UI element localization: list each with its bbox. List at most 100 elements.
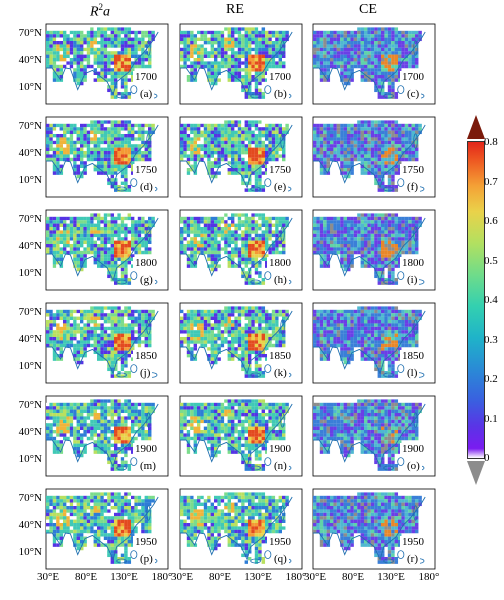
grid-cell: [100, 330, 104, 334]
grid-cell: [381, 61, 385, 65]
grid-cell: [107, 313, 111, 317]
grid-cell: [117, 213, 121, 217]
grid-cell: [282, 247, 286, 251]
grid-cell: [93, 320, 98, 324]
grid-cell: [330, 51, 334, 55]
grid-cell: [271, 330, 276, 334]
grid-cell: [333, 220, 337, 224]
grid-cell: [148, 154, 152, 158]
grid-cell: [367, 64, 371, 69]
grid-cell: [415, 220, 419, 224]
grid-cell: [180, 47, 184, 52]
grid-cell: [107, 213, 111, 217]
grid-cell: [367, 71, 371, 76]
map-panel: [312, 209, 436, 291]
grid-cell: [93, 34, 98, 38]
grid-cell: [241, 47, 245, 52]
grid-cell: [100, 64, 104, 69]
grid-cell: [384, 27, 388, 31]
grid-cell: [271, 233, 276, 238]
grid-cell: [343, 81, 348, 86]
grid-cell: [210, 340, 215, 344]
grid-cell: [258, 34, 262, 38]
grid-cell: [124, 185, 128, 189]
grid-cell: [381, 250, 385, 255]
grid-cell: [275, 337, 279, 341]
grid-cell: [141, 151, 145, 155]
grid-cell: [137, 37, 142, 42]
grid-cell: [384, 157, 388, 162]
grid-cell: [97, 161, 101, 165]
grid-cell: [190, 127, 194, 131]
grid-cell: [398, 130, 402, 135]
grid-cell: [200, 144, 204, 148]
grid-cell: [56, 333, 60, 338]
grid-cell: [59, 254, 64, 258]
grid-cell: [374, 54, 378, 59]
grid-cell: [319, 140, 324, 145]
grid-cell: [203, 51, 208, 55]
grid-cell: [248, 30, 252, 35]
grid-cell: [183, 233, 187, 238]
grid-cell: [404, 247, 409, 251]
grid-cell: [97, 130, 101, 135]
grid-cell: [411, 244, 416, 248]
grid-cell: [398, 78, 402, 82]
grid-cell: [137, 247, 142, 251]
grid-cell: [231, 68, 235, 72]
grid-cell: [364, 130, 368, 135]
grid-cell: [52, 30, 57, 35]
grid-cell: [227, 37, 232, 42]
grid-cell: [59, 154, 64, 158]
grid-cell: [251, 240, 255, 245]
grid-cell: [261, 95, 266, 99]
grid-cell: [69, 247, 74, 251]
grid-cell: [384, 34, 388, 38]
grid-cell: [183, 337, 187, 341]
grid-cell: [367, 123, 371, 128]
grid-cell: [56, 320, 60, 324]
grid-cell: [265, 223, 269, 228]
grid-cell: [404, 61, 409, 65]
grid-cell: [268, 240, 272, 245]
grid-cell: [387, 27, 392, 31]
grid-cell: [110, 216, 115, 221]
grid-cell: [97, 171, 101, 175]
grid-cell: [210, 123, 215, 128]
grid-cell: [117, 237, 121, 241]
grid-cell: [127, 343, 132, 348]
grid-cell: [103, 54, 108, 59]
grid-cell: [254, 174, 259, 179]
grid-cell: [408, 140, 412, 145]
grid-cell: [46, 154, 50, 158]
grid-cell: [114, 157, 118, 162]
grid-cell: [374, 264, 378, 268]
grid-cell: [271, 157, 276, 162]
grid-cell: [224, 41, 228, 45]
grid-cell: [234, 34, 238, 38]
grid-cell: [278, 44, 283, 48]
grid-cell: [134, 137, 138, 141]
grid-cell: [381, 120, 385, 124]
grid-cell: [398, 254, 402, 258]
grid-cell: [183, 123, 187, 128]
grid-cell: [131, 58, 135, 62]
grid-cell: [319, 261, 324, 265]
grid-cell: [227, 64, 232, 69]
grid-cell: [244, 188, 249, 192]
grid-cell: [391, 51, 395, 55]
grid-cell: [56, 134, 60, 138]
grid-cell: [237, 68, 242, 72]
grid-cell: [203, 61, 208, 65]
grid-cell: [127, 161, 132, 165]
grid-cell: [258, 44, 262, 48]
grid-cell: [271, 326, 276, 331]
grid-cell: [186, 233, 191, 238]
grid-cell: [207, 171, 211, 175]
grid-cell: [214, 313, 218, 317]
grid-cell: [93, 357, 98, 361]
grid-cell: [83, 261, 87, 265]
grid-cell: [207, 333, 211, 338]
grid-cell: [66, 64, 70, 69]
grid-cell: [333, 157, 337, 162]
